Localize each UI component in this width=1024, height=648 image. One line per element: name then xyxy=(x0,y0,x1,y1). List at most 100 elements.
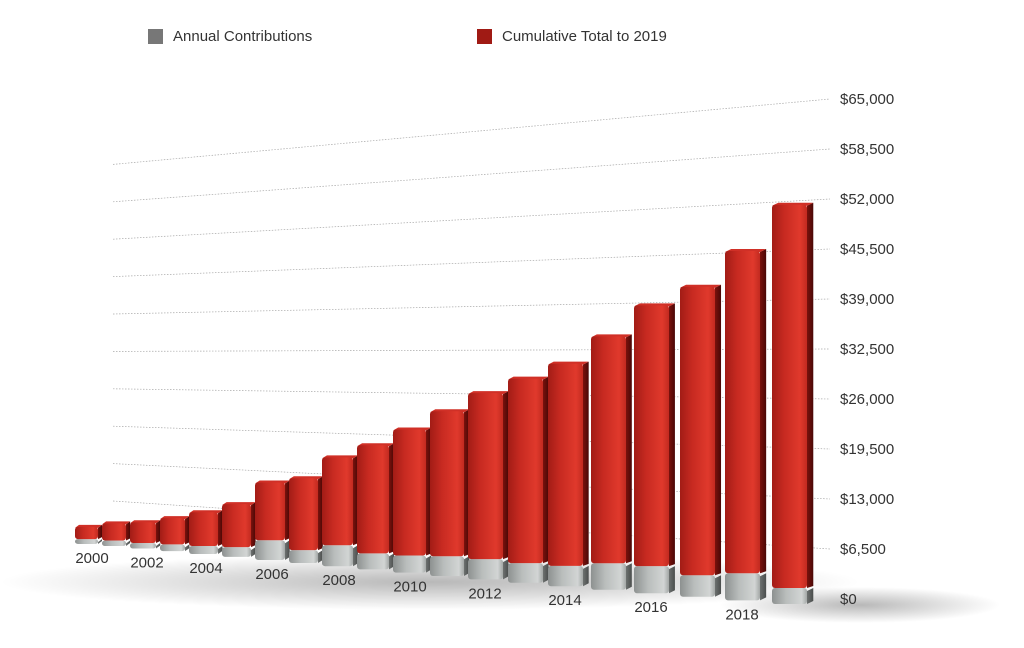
bar-annual-side xyxy=(218,545,223,554)
bar-cumulative xyxy=(772,204,807,588)
bar-stack-2001 xyxy=(102,521,131,547)
bar-cumulative-side xyxy=(156,520,161,543)
y-tick-label: $65,000 xyxy=(840,91,894,108)
bar-stack-2007 xyxy=(289,476,323,564)
bar-stack-2009 xyxy=(357,443,395,570)
bar-stack-2008 xyxy=(322,455,358,567)
bar-annual xyxy=(75,539,98,544)
bar-cumulative-side xyxy=(669,303,675,567)
x-tick-label: 2004 xyxy=(189,560,222,577)
bar-annual xyxy=(508,563,543,583)
bar-stack-2005 xyxy=(222,502,256,557)
bar-annual-side xyxy=(760,573,767,601)
bar-annual xyxy=(680,575,715,597)
bar-cumulative-side xyxy=(464,409,470,557)
bar-annual-side xyxy=(626,563,632,590)
bar-annual xyxy=(189,545,218,554)
bar-annual xyxy=(357,553,389,570)
bar-cumulative-side xyxy=(185,516,190,545)
bar-cumulative xyxy=(222,504,251,548)
bar-annual-side xyxy=(807,588,814,604)
bar-annual xyxy=(160,544,185,552)
bar-cumulative xyxy=(130,522,156,543)
bar-cumulative xyxy=(680,286,715,576)
bar-annual-side xyxy=(543,563,549,583)
bar-cumulative xyxy=(102,523,126,541)
bar-cumulative xyxy=(430,411,464,557)
gridline xyxy=(112,298,831,315)
x-tick-label: 2000 xyxy=(75,550,108,567)
y-tick-label: $32,500 xyxy=(840,341,894,358)
bars-group xyxy=(75,202,814,604)
bar-annual xyxy=(591,563,626,590)
bar-cumulative xyxy=(189,512,218,546)
bar-cumulative xyxy=(393,429,426,556)
y-tick-label: $0 xyxy=(840,591,857,608)
bar-annual-side xyxy=(185,544,190,552)
bar-annual-side xyxy=(98,539,102,544)
bar-stack-2015 xyxy=(591,334,632,590)
bar-cumulative-side xyxy=(251,502,256,548)
bar-cumulative xyxy=(289,478,318,551)
bar-cumulative xyxy=(75,526,98,540)
bar-cumulative-side xyxy=(626,334,632,564)
x-tick-label: 2018 xyxy=(725,606,758,623)
y-tick-label: $58,500 xyxy=(840,141,894,158)
bar-cumulative-side xyxy=(318,476,323,551)
bar-annual xyxy=(289,550,318,564)
bar-stack-2019 xyxy=(772,202,814,604)
bar-cumulative-side xyxy=(807,202,814,588)
bar-cumulative-side xyxy=(583,361,589,566)
bar-annual xyxy=(548,565,583,587)
y-tick-label: $19,500 xyxy=(840,441,894,458)
bar-stack-2012 xyxy=(468,391,509,580)
gridline xyxy=(112,98,831,165)
y-tick-label: $13,000 xyxy=(840,491,894,508)
bar-cumulative-side xyxy=(98,524,102,540)
bar-annual xyxy=(102,540,126,547)
x-tick-label: 2008 xyxy=(322,572,355,589)
bar-cumulative-side xyxy=(353,455,358,546)
bar-annual-side xyxy=(583,565,589,587)
bar-annual xyxy=(725,573,760,601)
bar-cumulative xyxy=(322,457,353,546)
bar-annual-side xyxy=(251,547,256,557)
x-tick-label: 2006 xyxy=(255,566,288,583)
bar-annual xyxy=(222,547,251,557)
gridline xyxy=(112,198,831,240)
x-tick-label: 2010 xyxy=(393,579,426,596)
bar-stack-2004 xyxy=(189,510,223,554)
bar-annual xyxy=(130,542,156,549)
bar-cumulative-side xyxy=(285,480,290,541)
bar-stack-2016 xyxy=(634,303,675,594)
x-tick-label: 2002 xyxy=(130,555,163,572)
bar-cumulative xyxy=(468,393,503,560)
bar-cumulative xyxy=(634,305,669,567)
bar-annual-side xyxy=(503,559,509,580)
bar-annual xyxy=(255,540,285,560)
gridline xyxy=(112,148,831,203)
bar-cumulative xyxy=(591,336,626,564)
gridline xyxy=(112,348,831,352)
legend-swatch-cumulative xyxy=(477,29,492,44)
bar-annual xyxy=(322,545,353,567)
bar-cumulative-side xyxy=(715,284,722,576)
bar-stack-2000 xyxy=(75,524,102,544)
y-tick-label: $26,000 xyxy=(840,391,894,408)
bar-cumulative-side xyxy=(426,427,432,556)
x-tick-label: 2016 xyxy=(634,599,667,616)
bar-annual xyxy=(468,559,503,580)
bar-stack-2003 xyxy=(160,516,190,552)
bar-cumulative xyxy=(255,482,285,541)
y-tick-label: $6,500 xyxy=(840,541,886,558)
bar-cumulative xyxy=(357,445,389,554)
legend-item-annual: Annual Contributions xyxy=(148,28,312,45)
bar-cumulative-side xyxy=(218,510,223,546)
bar-cumulative xyxy=(160,518,185,545)
bar-annual xyxy=(393,555,426,573)
x-tick-label: 2014 xyxy=(548,592,581,609)
bar-cumulative xyxy=(548,363,583,566)
bar-annual-side xyxy=(353,545,358,567)
bar-stack-2013 xyxy=(508,376,549,583)
